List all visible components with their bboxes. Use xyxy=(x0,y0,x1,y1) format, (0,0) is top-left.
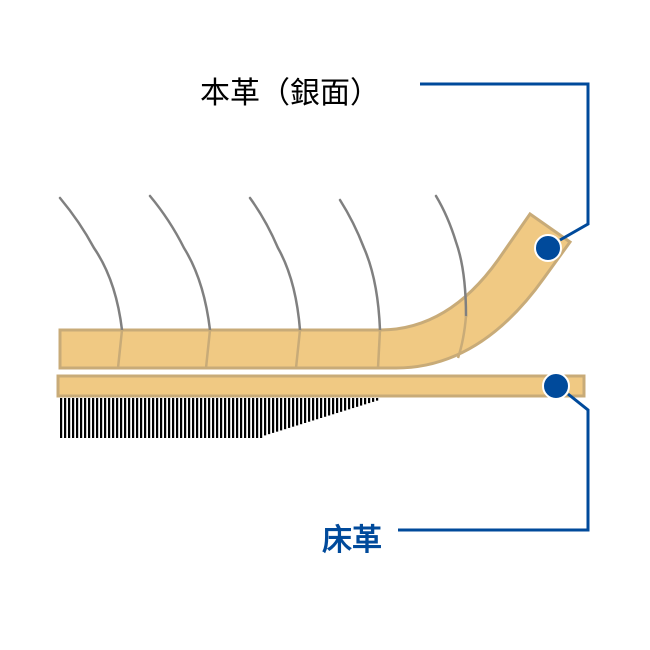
label-top-grain-leather: 本革（銀面） xyxy=(200,68,380,112)
bottom-leather-layer xyxy=(58,376,584,396)
top-leather-layer xyxy=(60,214,570,368)
marker-dot-top xyxy=(535,235,561,261)
leader-line-top xyxy=(420,84,588,240)
leader-line-bottom xyxy=(398,394,588,530)
label-split-leather: 床革 xyxy=(322,515,382,559)
split-leather-fringe xyxy=(60,398,378,438)
hair-strands xyxy=(60,196,466,330)
marker-dot-bottom xyxy=(543,373,569,399)
